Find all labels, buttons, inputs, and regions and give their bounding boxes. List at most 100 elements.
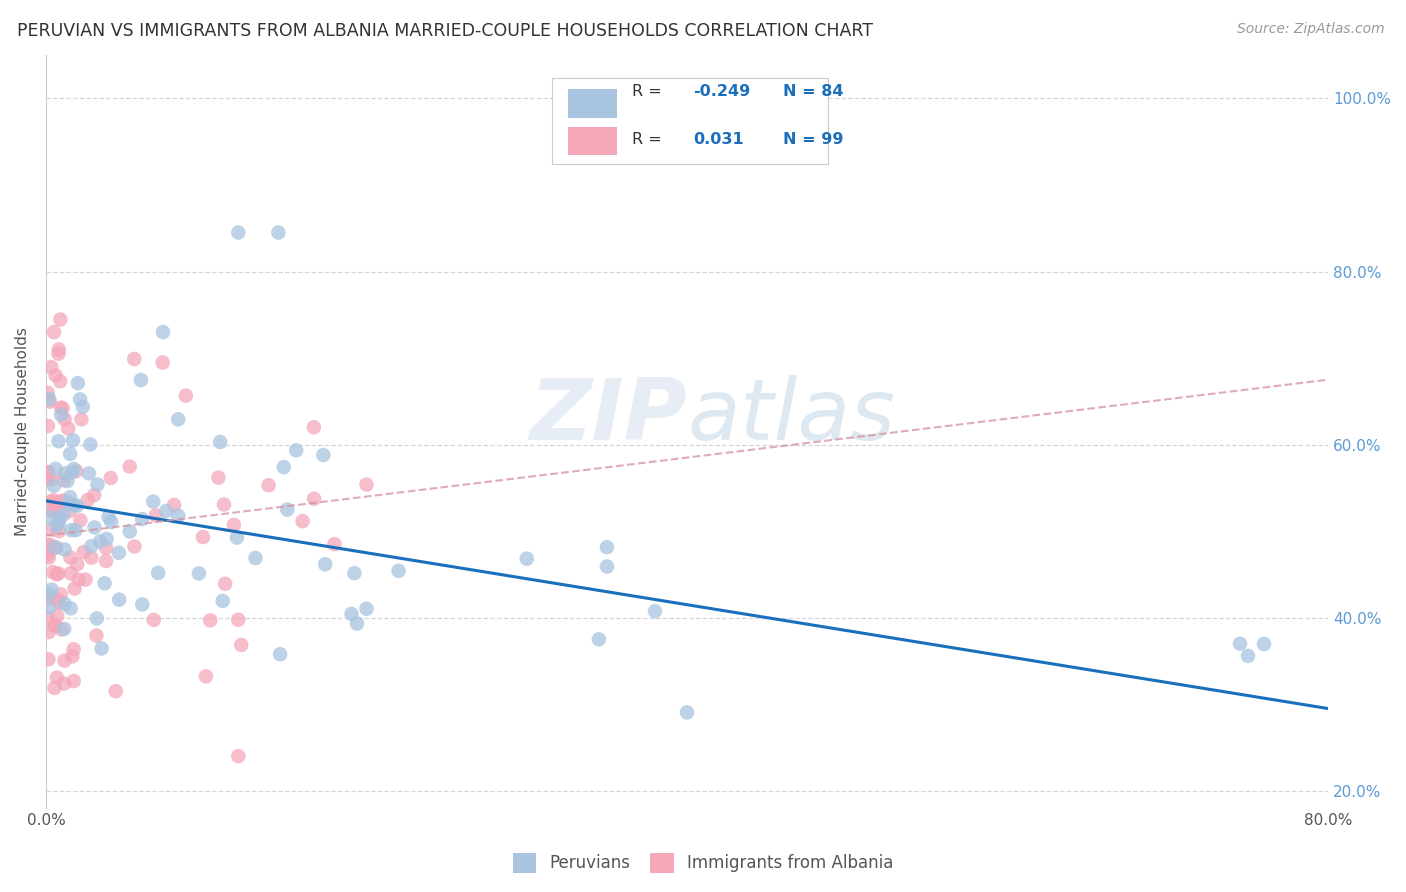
Point bbox=[86, 611, 108, 625]
Point bbox=[48, 343, 70, 357]
Point bbox=[207, 470, 229, 484]
Point bbox=[94, 554, 117, 568]
Point bbox=[48, 524, 70, 538]
Point bbox=[38, 394, 60, 409]
Point bbox=[676, 706, 699, 720]
Point bbox=[59, 550, 82, 565]
Point bbox=[90, 641, 112, 656]
Point bbox=[41, 472, 63, 486]
Point bbox=[77, 467, 100, 481]
Point bbox=[45, 671, 67, 685]
Point bbox=[48, 516, 70, 530]
Point bbox=[38, 392, 60, 406]
Point bbox=[212, 498, 235, 512]
Point bbox=[93, 576, 115, 591]
Point bbox=[46, 502, 69, 516]
Point bbox=[291, 514, 314, 528]
Point bbox=[76, 492, 98, 507]
Point bbox=[131, 512, 153, 526]
Text: -0.249: -0.249 bbox=[693, 84, 751, 99]
Point bbox=[118, 459, 141, 474]
Point bbox=[80, 539, 103, 553]
FancyBboxPatch shape bbox=[553, 78, 828, 164]
Point bbox=[42, 493, 65, 508]
Point bbox=[155, 504, 177, 518]
Point bbox=[231, 638, 253, 652]
Point bbox=[59, 566, 82, 581]
Point bbox=[62, 434, 84, 448]
Point bbox=[69, 392, 91, 407]
Point bbox=[39, 538, 62, 552]
Point bbox=[52, 473, 75, 487]
Text: 0.031: 0.031 bbox=[693, 132, 744, 147]
Point bbox=[53, 676, 76, 690]
Point bbox=[44, 541, 66, 555]
Point bbox=[44, 619, 66, 633]
Point bbox=[131, 598, 153, 612]
Point bbox=[226, 749, 249, 764]
Point bbox=[58, 504, 80, 518]
Point bbox=[257, 478, 280, 492]
Point bbox=[80, 550, 103, 565]
Point bbox=[52, 493, 75, 508]
Point bbox=[66, 499, 89, 513]
Point bbox=[42, 479, 65, 493]
Point bbox=[83, 520, 105, 534]
Point bbox=[37, 472, 59, 486]
Point bbox=[314, 558, 336, 572]
Point bbox=[41, 523, 63, 537]
Point bbox=[66, 558, 89, 572]
Point bbox=[302, 491, 325, 506]
Point bbox=[39, 360, 62, 375]
Point bbox=[65, 523, 87, 537]
Point bbox=[48, 347, 70, 361]
Point bbox=[48, 566, 70, 581]
FancyBboxPatch shape bbox=[568, 127, 617, 155]
Text: ZIP: ZIP bbox=[530, 375, 688, 458]
Point bbox=[644, 604, 666, 618]
Point bbox=[72, 400, 94, 414]
Point bbox=[86, 629, 108, 643]
Point bbox=[73, 545, 96, 559]
Point bbox=[163, 498, 186, 512]
Point bbox=[226, 531, 249, 545]
Point bbox=[142, 613, 165, 627]
Point bbox=[97, 510, 120, 524]
Point bbox=[37, 419, 59, 434]
Point bbox=[45, 462, 67, 476]
Point bbox=[38, 600, 60, 615]
Point bbox=[38, 591, 60, 606]
Point bbox=[37, 465, 59, 479]
Point bbox=[167, 412, 190, 426]
Point bbox=[60, 523, 83, 537]
Point bbox=[60, 466, 83, 480]
Point bbox=[37, 652, 59, 666]
Point bbox=[37, 548, 59, 562]
Text: N = 99: N = 99 bbox=[783, 132, 844, 147]
Point bbox=[1253, 637, 1275, 651]
Point bbox=[269, 647, 291, 661]
Text: Source: ZipAtlas.com: Source: ZipAtlas.com bbox=[1237, 22, 1385, 37]
Point bbox=[42, 565, 65, 579]
Point bbox=[94, 541, 117, 555]
Point bbox=[70, 412, 93, 426]
Y-axis label: Married-couple Households: Married-couple Households bbox=[15, 327, 30, 536]
Text: R =: R = bbox=[631, 84, 662, 99]
Text: PERUVIAN VS IMMIGRANTS FROM ALBANIA MARRIED-COUPLE HOUSEHOLDS CORRELATION CHART: PERUVIAN VS IMMIGRANTS FROM ALBANIA MARR… bbox=[17, 22, 873, 40]
Point bbox=[56, 474, 79, 488]
Point bbox=[83, 488, 105, 502]
Point bbox=[39, 494, 62, 508]
Point bbox=[191, 530, 214, 544]
Point bbox=[124, 540, 146, 554]
Point bbox=[37, 538, 59, 552]
Point bbox=[267, 226, 290, 240]
Point bbox=[41, 582, 63, 597]
Point bbox=[209, 434, 232, 449]
Point bbox=[62, 674, 84, 689]
Point bbox=[59, 447, 82, 461]
Point bbox=[66, 376, 89, 390]
Point bbox=[49, 401, 72, 415]
Point bbox=[146, 566, 169, 580]
Point bbox=[52, 401, 75, 416]
Point bbox=[48, 595, 70, 609]
